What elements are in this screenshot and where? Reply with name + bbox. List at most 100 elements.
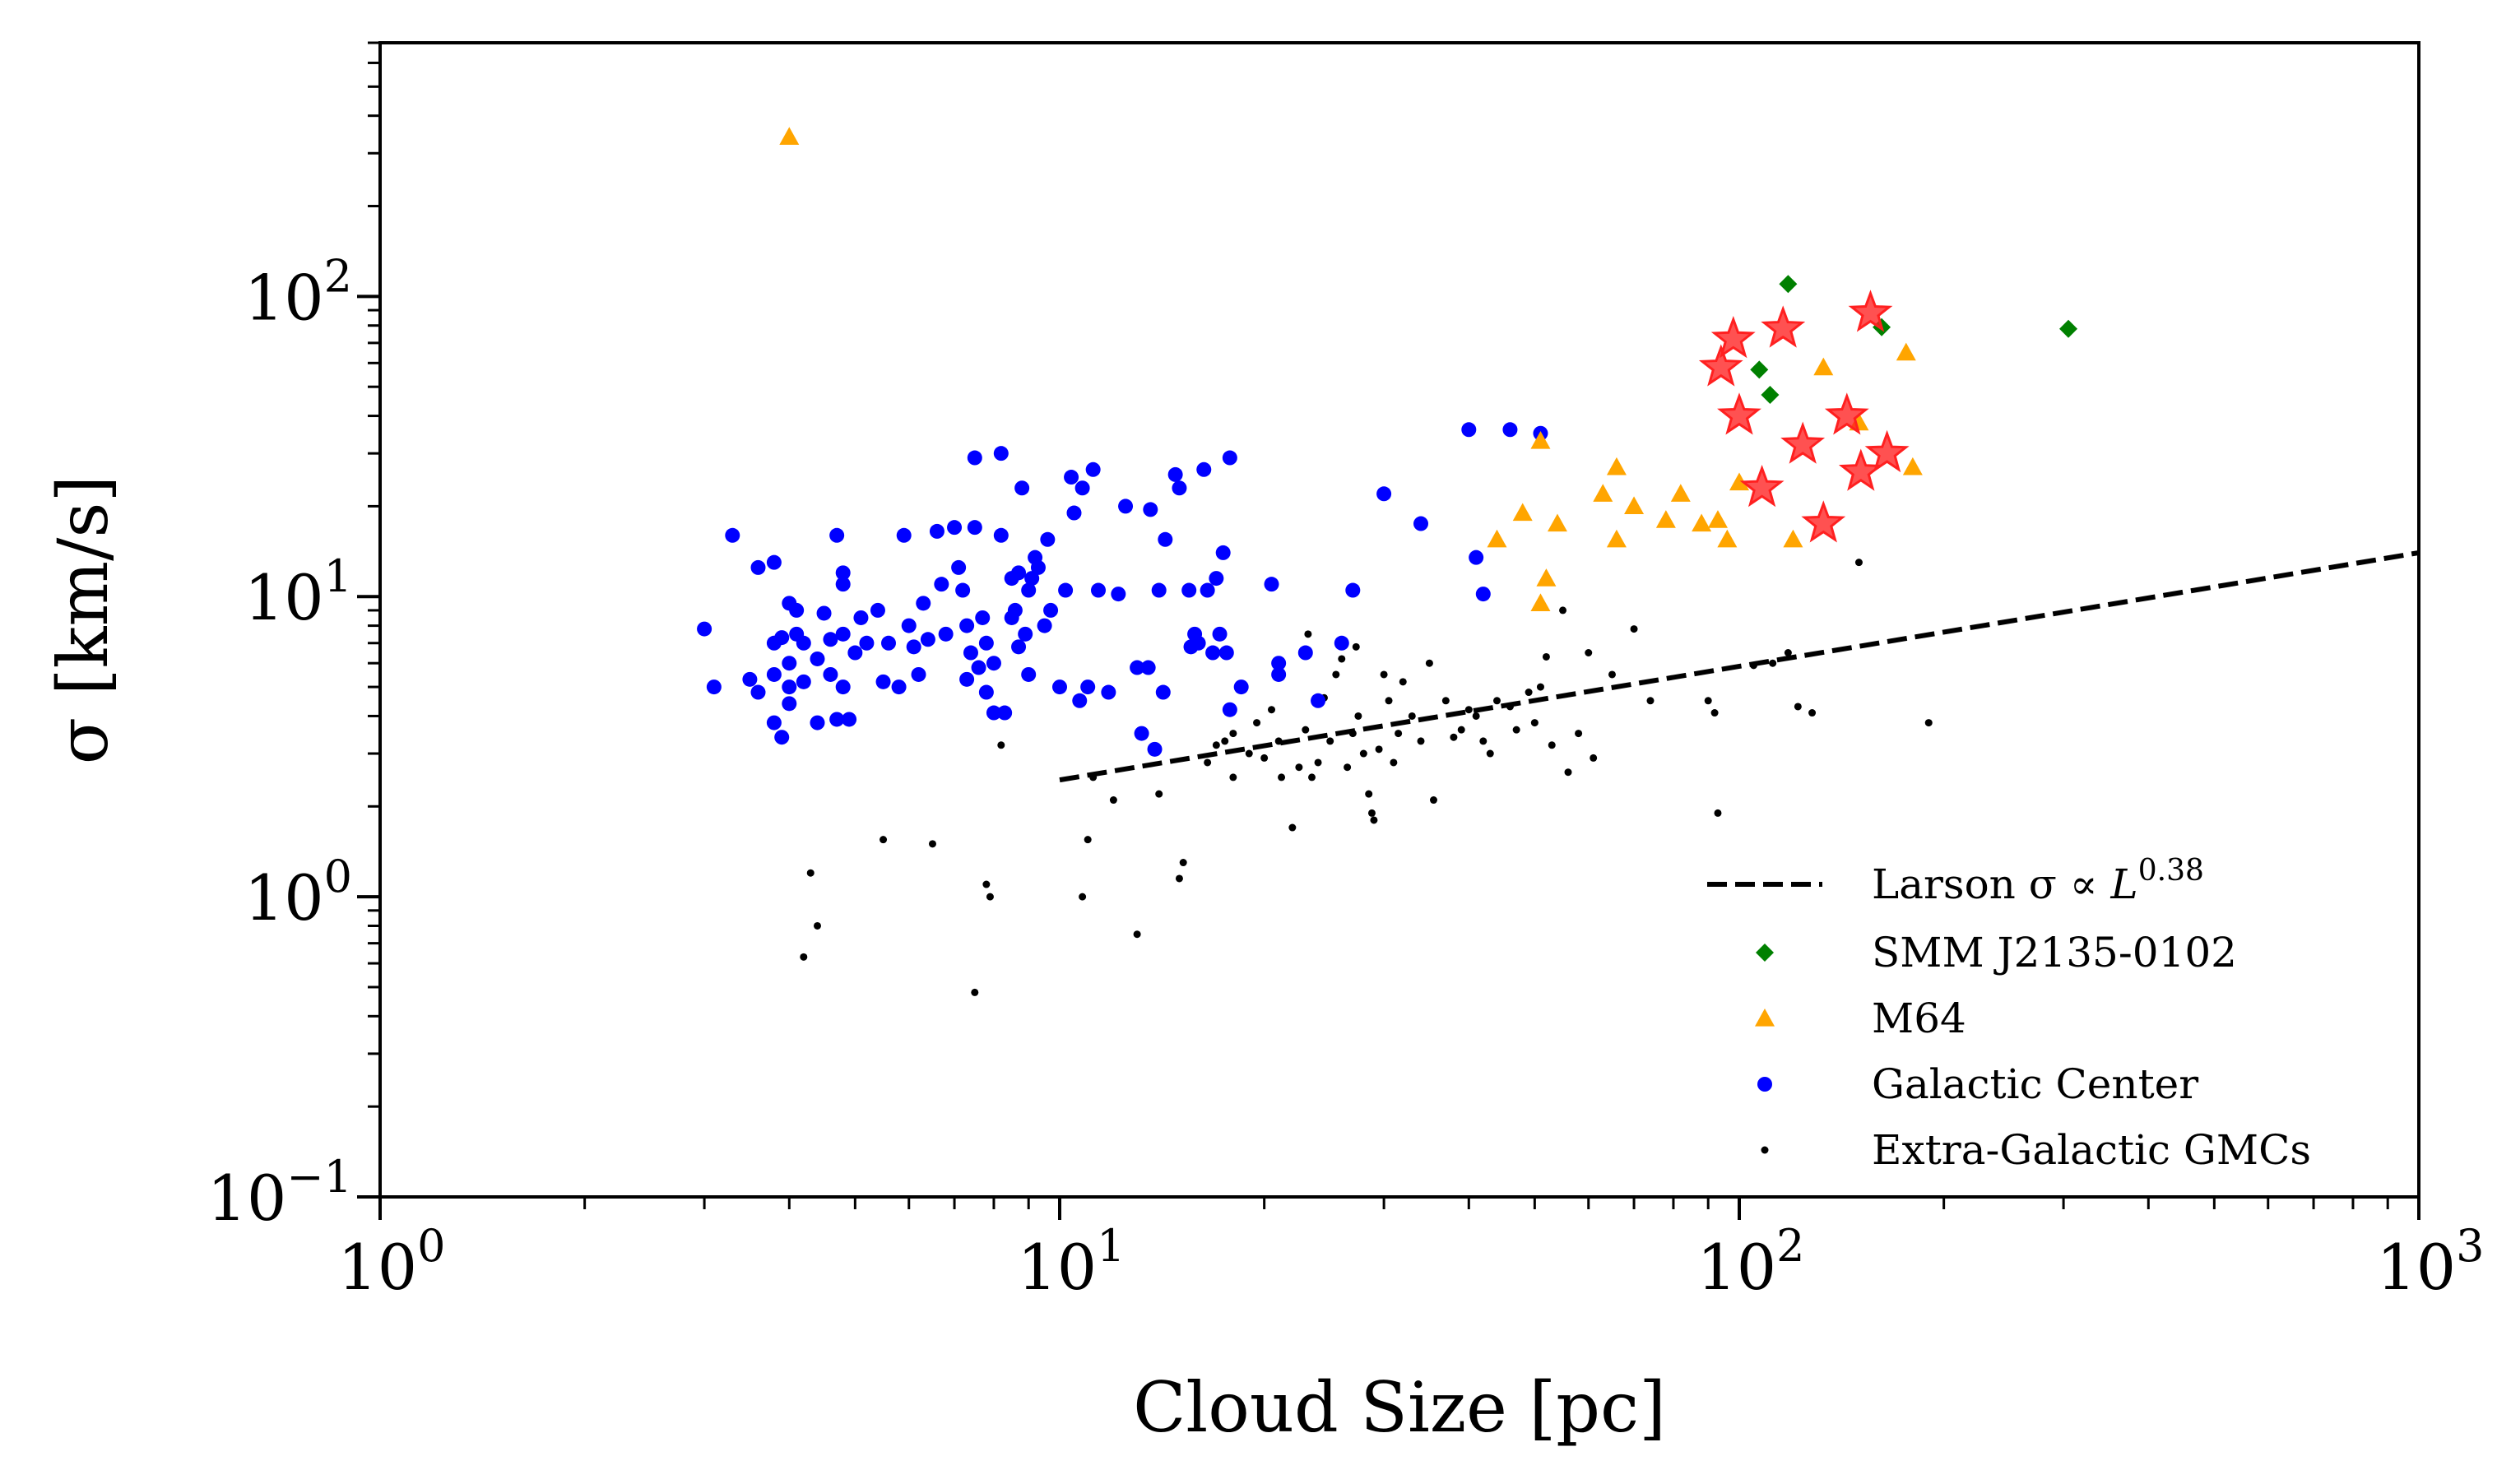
x-axis-title: Cloud Size [pc]	[1133, 1367, 1666, 1448]
star-point	[1710, 316, 1756, 359]
y-tick-label: 10−1	[207, 1151, 352, 1235]
dot-point	[1585, 649, 1593, 657]
circle-point	[1080, 679, 1096, 695]
triangle-point	[1902, 457, 1923, 475]
dot-point	[1354, 712, 1362, 720]
triangle-point	[1547, 513, 1567, 532]
dot-point	[1548, 741, 1556, 749]
circle-point	[1021, 666, 1037, 682]
circle-point	[1130, 660, 1145, 675]
legend-label: Extra-Galactic GMCs	[1872, 1126, 2311, 1174]
dot-point	[1079, 893, 1087, 901]
circle-point	[929, 523, 944, 539]
dot-point	[1179, 859, 1187, 867]
dot-point	[1854, 559, 1863, 567]
circle-point	[1345, 582, 1361, 598]
dot-point	[1155, 790, 1163, 798]
circle-point	[835, 679, 851, 695]
triangle-point	[1606, 529, 1627, 548]
circle-point	[947, 520, 963, 536]
triangle-point	[1624, 496, 1645, 514]
plot-area	[697, 127, 2419, 996]
dot-point	[806, 869, 815, 877]
dot-point	[1295, 763, 1303, 772]
circle-point	[706, 679, 722, 695]
dot-point	[1326, 737, 1334, 745]
circle-point	[1014, 480, 1030, 496]
circle-point	[1271, 666, 1287, 682]
dot-point	[1221, 737, 1229, 745]
dot-point	[1302, 726, 1310, 734]
dot-point	[1359, 749, 1367, 758]
dot-point	[1395, 730, 1403, 738]
circle-point	[1502, 422, 1518, 438]
circle-point	[1200, 582, 1215, 598]
circle-point	[835, 577, 851, 592]
circle-point	[1052, 679, 1067, 695]
dot-point	[1338, 655, 1346, 663]
dot-point	[1536, 683, 1544, 691]
triangle-point	[1487, 529, 1507, 548]
dot-point	[1417, 737, 1425, 745]
circle-point	[1233, 679, 1249, 695]
circle-point	[796, 674, 811, 689]
circle-point	[959, 618, 975, 633]
circle-point	[986, 705, 1001, 721]
dot-point	[1084, 836, 1092, 844]
legend: Larson σ ∝ L0.38 SMM J2135-0102 M64 Galacti…	[1707, 854, 2311, 1174]
legend-label: M64	[1872, 995, 1966, 1042]
legend-marker-circle	[1757, 1077, 1772, 1092]
circle-point	[1311, 693, 1326, 708]
triangle-point	[1896, 342, 1916, 361]
circle-point	[938, 626, 954, 642]
circle-point	[766, 715, 782, 730]
dot-point	[1229, 773, 1237, 781]
dot-point	[971, 988, 979, 996]
dot-point	[986, 893, 994, 901]
dot-point	[982, 880, 991, 888]
dot-point	[1450, 733, 1458, 741]
dot-point	[1365, 790, 1373, 798]
dot-point	[1564, 768, 1572, 777]
circle-point	[1264, 577, 1279, 592]
diamond-point	[2059, 319, 2078, 338]
triangle-point	[1606, 457, 1627, 475]
x-tick-label: 102	[1696, 1220, 1804, 1304]
dot-point	[997, 741, 1005, 749]
y-tick-label: 102	[244, 250, 352, 334]
circle-point	[951, 559, 967, 575]
star-point	[1739, 464, 1785, 508]
circle-point	[1030, 559, 1046, 575]
triangle-point	[1813, 357, 1834, 376]
dot-point	[1559, 606, 1567, 614]
circle-point	[1072, 693, 1088, 708]
dot-point	[1399, 678, 1407, 686]
dot-point	[813, 921, 821, 930]
dot-point	[1274, 737, 1283, 745]
circle-point	[1043, 602, 1059, 618]
circle-point	[870, 602, 885, 618]
circle-point	[835, 626, 851, 642]
dot-point	[1367, 809, 1376, 817]
star-point	[1698, 344, 1743, 387]
dot-point	[1390, 758, 1398, 767]
series-galactic-center	[697, 422, 1548, 757]
star-point	[1824, 392, 1869, 435]
legend-label: Galactic Center	[1872, 1060, 2198, 1108]
dot-point	[1332, 670, 1340, 679]
circle-point	[823, 632, 838, 647]
series-m64	[779, 127, 1923, 611]
circle-point	[978, 635, 994, 651]
circle-point	[959, 671, 975, 687]
dot-point	[1288, 823, 1297, 832]
larson-fit-line	[1059, 550, 2419, 783]
star-point	[1717, 392, 1761, 435]
circle-point	[1334, 635, 1349, 651]
dot-point	[1479, 737, 1488, 745]
dot-point	[1429, 796, 1437, 805]
dot-point	[1575, 730, 1583, 738]
circle-point	[1101, 684, 1116, 700]
circle-point	[1066, 505, 1082, 521]
circle-point	[853, 610, 869, 625]
